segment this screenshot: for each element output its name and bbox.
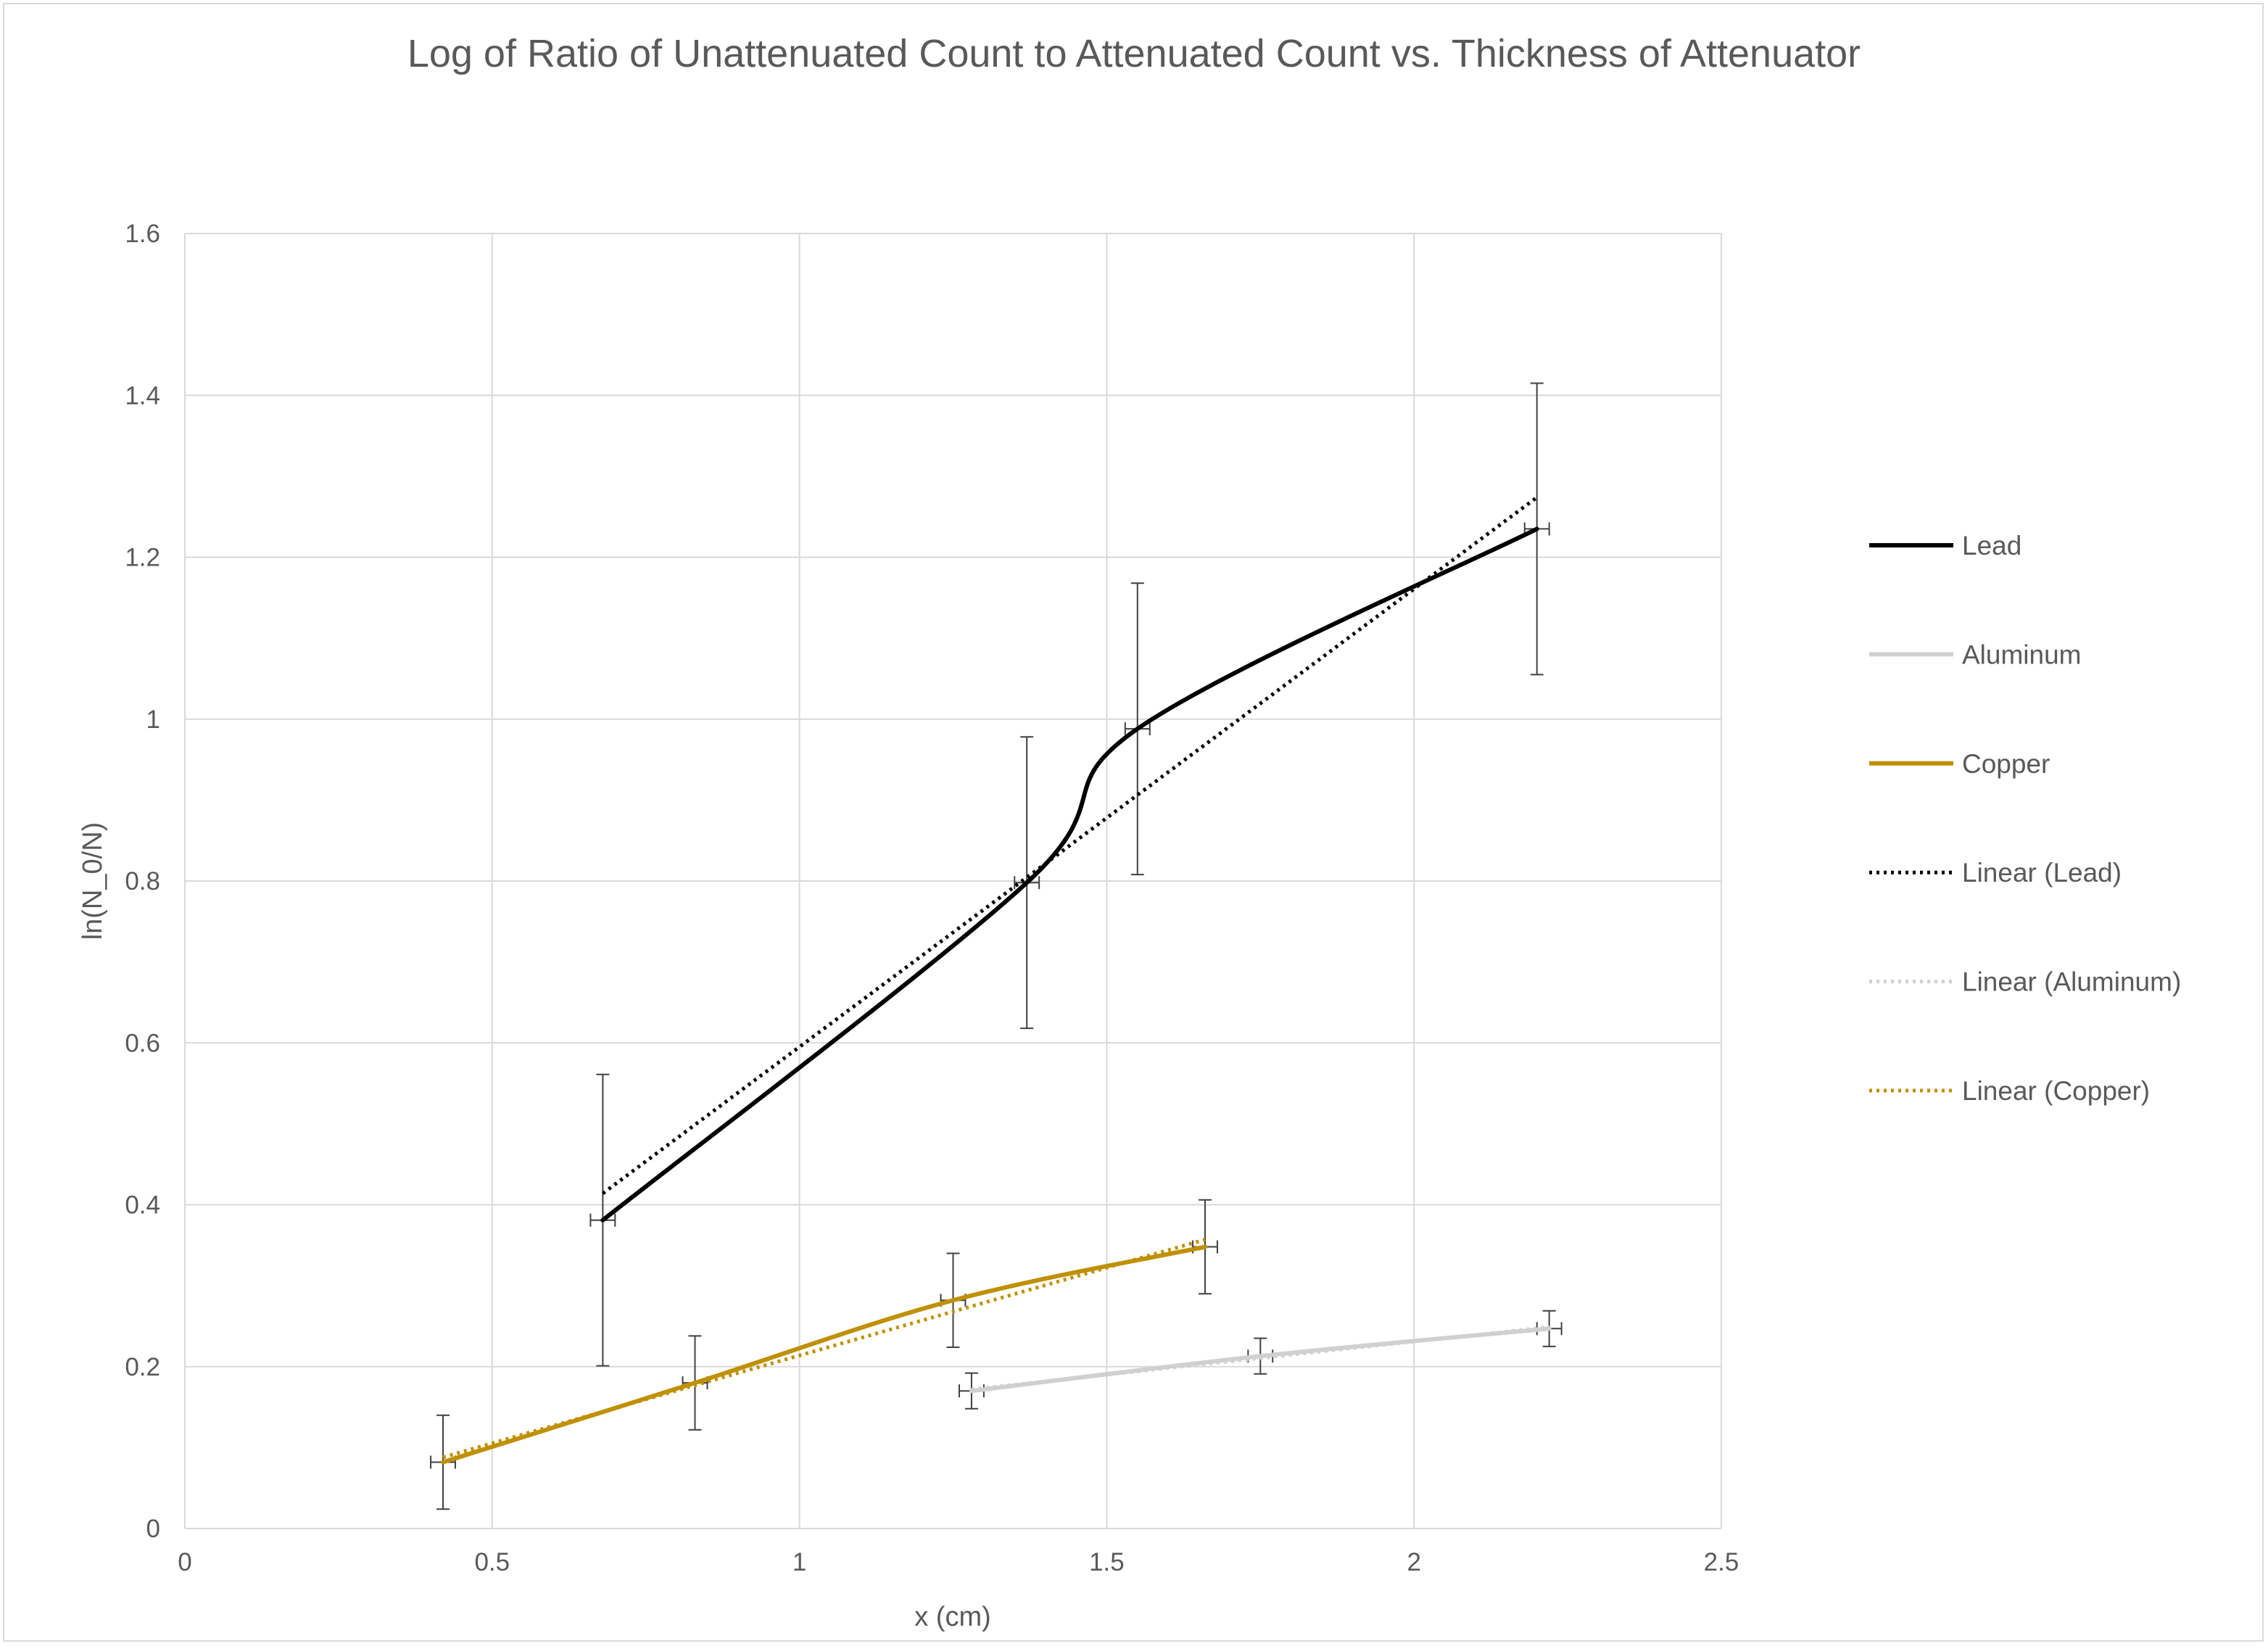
legend-label-linear-aluminum: Linear (Aluminum): [1962, 967, 2181, 997]
y-tick-label: 0.6: [125, 1029, 160, 1057]
y-tick-label: 0.8: [125, 867, 160, 896]
legend[interactable]: Lead Aluminum Copper Linear (Lead) Linear (A…: [1869, 531, 2181, 1106]
trendline-linear-aluminum: [971, 1325, 1549, 1391]
tick-labels: 0 0.5 1 1.5 2 2.5 0 0.2 0.4 0.6 0.8 1 1.2 1.4 1.6: [125, 220, 1739, 1576]
y-axis-label: ln(N_0/N): [78, 822, 108, 940]
y-tick-label: 1.6: [125, 220, 160, 248]
x-tick-label: 2.5: [1704, 1548, 1739, 1576]
chart-title: Log of Ratio of Unattenuated Count to At…: [407, 32, 1861, 75]
x-axis-label: x (cm): [914, 1602, 991, 1632]
legend-label-lead: Lead: [1962, 531, 2021, 561]
gridlines: [184, 233, 1722, 1529]
legend-label-linear-lead: Linear (Lead): [1962, 858, 2122, 888]
trendline-linear-copper: [442, 1238, 1206, 1460]
y-tick-label: 1.4: [125, 381, 160, 410]
y-tick-label: 0: [146, 1515, 160, 1543]
trendline-linear-lead: [601, 495, 1539, 1195]
x-tick-label: 2: [1407, 1548, 1420, 1576]
x-tick-label: 1.5: [1089, 1548, 1125, 1576]
series-line-lead: [600, 526, 1539, 1223]
x-tick-label: 1: [792, 1548, 806, 1576]
y-tick-label: 1: [146, 706, 160, 734]
error-bars: [430, 382, 1563, 1510]
y-tick-label: 0.2: [125, 1353, 160, 1381]
legend-label-linear-copper: Linear (Copper): [1962, 1076, 2150, 1106]
legend-label-copper: Copper: [1962, 749, 2050, 779]
x-tick-label: 0.5: [474, 1548, 510, 1576]
y-tick-label: 0.4: [125, 1191, 160, 1220]
series-line-copper: [440, 1244, 1208, 1465]
y-tick-label: 1.2: [125, 544, 160, 572]
chart-frame: [3, 3, 2264, 1642]
series-lines: [440, 495, 1552, 1465]
x-tick-label: 0: [178, 1548, 191, 1576]
legend-label-aluminum: Aluminum: [1962, 640, 2082, 669]
